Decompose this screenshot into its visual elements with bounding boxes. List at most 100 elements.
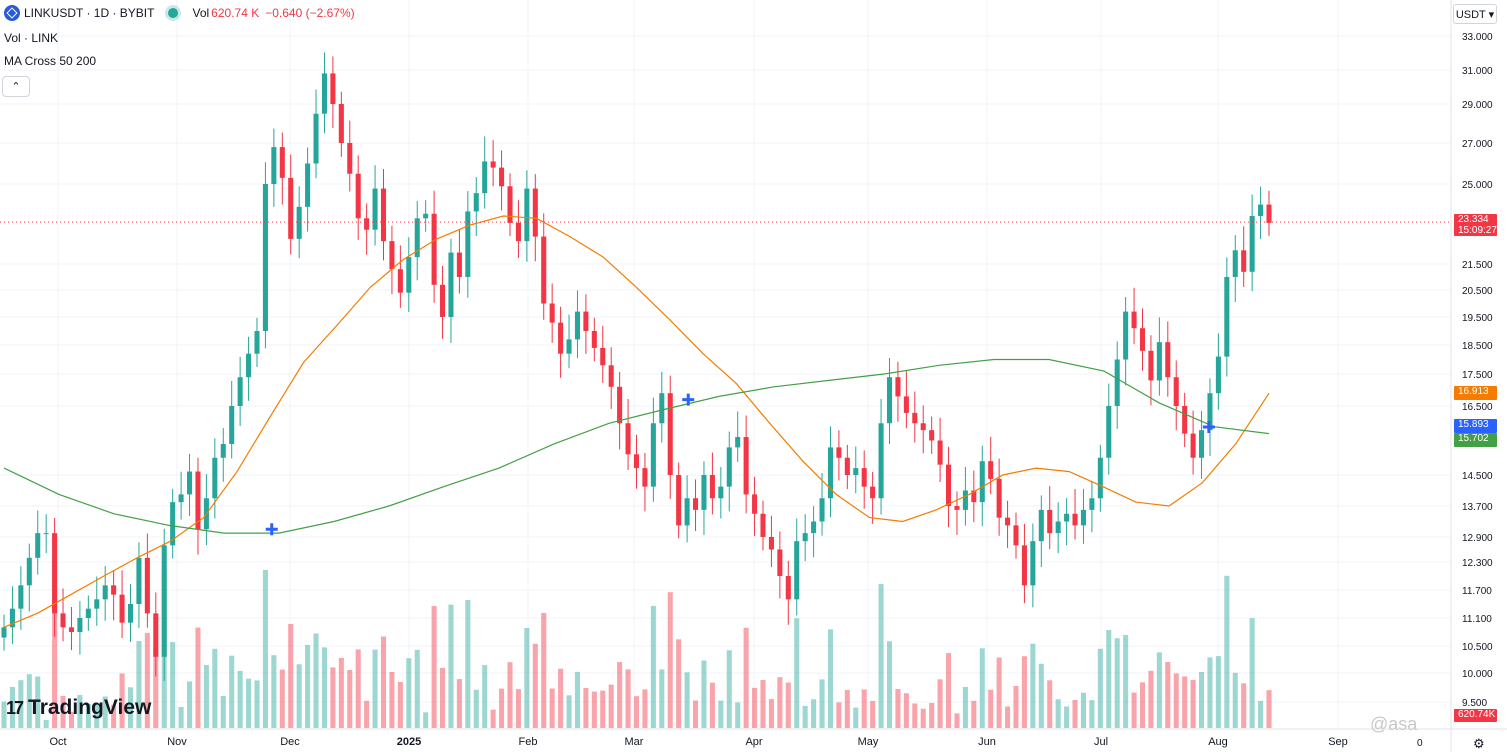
- volume-bar: [895, 688, 901, 728]
- volume-bar: [1131, 692, 1137, 728]
- candle-body: [296, 206, 302, 239]
- price-tick-label: 18.500: [1462, 341, 1493, 352]
- candle-body: [1030, 541, 1036, 586]
- candle-body: [735, 437, 741, 448]
- volume-bar: [676, 639, 682, 728]
- time-tick-label: 2025: [397, 736, 421, 748]
- candle-body: [811, 521, 817, 534]
- candle-body: [1038, 509, 1044, 542]
- price-tick-label: 12.300: [1462, 558, 1493, 569]
- volume-bar: [709, 682, 715, 728]
- volume-bar: [617, 662, 623, 728]
- volume-bar: [870, 700, 876, 728]
- volume-bar: [912, 703, 918, 728]
- currency-button[interactable]: USDT ▾: [1453, 4, 1497, 24]
- ma200-price-label: 15.702: [1454, 433, 1497, 447]
- candle-body: [1241, 250, 1247, 272]
- volume-bar: [355, 649, 361, 728]
- candle-body: [937, 440, 943, 465]
- candle-body: [768, 537, 774, 550]
- volume-indicator-label[interactable]: Vol · LINK: [4, 31, 59, 45]
- candle-body: [94, 599, 100, 609]
- candle-body: [482, 161, 488, 194]
- symbol-title[interactable]: LINKUSDT · 1D · BYBIT: [24, 6, 155, 20]
- volume-bar: [490, 709, 496, 728]
- candle-body: [608, 365, 614, 387]
- time-tick-label: Nov: [167, 736, 187, 748]
- candle-body: [490, 161, 496, 168]
- volume-bar: [1013, 685, 1019, 728]
- volume-bar: [178, 706, 184, 728]
- candle-body: [633, 454, 640, 469]
- price-tick-label: 31.000: [1462, 66, 1493, 77]
- candle-body: [136, 557, 142, 604]
- volume-bar: [338, 657, 344, 728]
- volume-bar: [1190, 679, 1196, 728]
- volume-bar: [380, 636, 387, 728]
- volume-bar: [431, 606, 437, 728]
- candle-body: [920, 423, 926, 431]
- vol-label: Vol: [192, 6, 210, 20]
- candle-body: [111, 585, 117, 595]
- time-tick-label: Oct: [49, 736, 66, 748]
- ma-cross-indicator-label[interactable]: MA Cross 50 200: [4, 54, 97, 68]
- candle-body: [52, 533, 58, 614]
- volume-bar: [1266, 690, 1272, 728]
- volume-bar: [1055, 699, 1061, 728]
- volume-bar: [811, 699, 817, 728]
- volume-bar: [541, 612, 547, 728]
- price-tick-label: 33.000: [1462, 32, 1493, 43]
- candle-body: [220, 443, 226, 458]
- tradingview-logo[interactable]: 17 TradingView: [6, 696, 151, 720]
- time-axis-zero: 0: [1417, 738, 1423, 749]
- price-tick-label: 21.500: [1462, 260, 1493, 271]
- volume-bar: [271, 655, 277, 728]
- candle-body: [1123, 311, 1129, 360]
- candle-body: [541, 236, 547, 304]
- candle-body: [1021, 545, 1027, 586]
- volume-bar: [515, 689, 521, 728]
- candle-body: [1190, 433, 1196, 458]
- candle-body: [262, 184, 268, 331]
- candle-body: [566, 339, 572, 354]
- chevron-up-icon: ⌃: [11, 81, 21, 93]
- candle-body: [1064, 513, 1070, 522]
- volume-bar: [414, 649, 420, 728]
- volume-bar: [499, 688, 505, 728]
- bar-countdown: 15:09:27: [1458, 225, 1497, 236]
- volume-bar: [448, 604, 454, 728]
- volume-bar: [26, 674, 32, 728]
- volume-bar: [102, 696, 108, 728]
- candle-body: [1089, 498, 1095, 510]
- price-change: −0.640 (−2.67%): [265, 6, 355, 20]
- settings-gear-icon[interactable]: ⚙: [1473, 736, 1485, 751]
- candle-body: [1013, 525, 1019, 546]
- candle-body: [153, 613, 159, 657]
- time-tick-label: Jul: [1094, 736, 1108, 748]
- candle-body: [819, 498, 825, 522]
- volume-bar: [9, 686, 15, 728]
- volume-bar: [372, 649, 378, 728]
- volume-bar: [574, 671, 580, 728]
- volume-bar: [212, 648, 218, 728]
- volume-bar: [456, 679, 462, 728]
- volume-bar: [684, 672, 690, 728]
- volume-bar: [229, 655, 235, 728]
- volume-bar: [861, 689, 867, 728]
- candle-body: [102, 585, 108, 600]
- symbol-legend[interactable]: LINKUSDT · 1D · BYBIT Vol 620.74 K −0.64…: [4, 5, 355, 21]
- candle-body: [903, 396, 909, 413]
- volume-bar: [85, 703, 91, 728]
- candle-body: [1047, 509, 1053, 534]
- ma-cross-indicator-legend[interactable]: MA Cross 50 200: [4, 54, 96, 68]
- volume-indicator-legend[interactable]: Vol · LINK: [4, 31, 58, 45]
- volume-bar: [971, 700, 977, 728]
- candle-body: [870, 486, 876, 499]
- candle-body: [414, 218, 420, 258]
- collapse-legend-button[interactable]: ⌃: [2, 76, 30, 97]
- volume-bar: [903, 693, 909, 728]
- candle-body: [886, 377, 893, 424]
- candle-body: [1131, 311, 1137, 329]
- candle-body: [85, 608, 91, 618]
